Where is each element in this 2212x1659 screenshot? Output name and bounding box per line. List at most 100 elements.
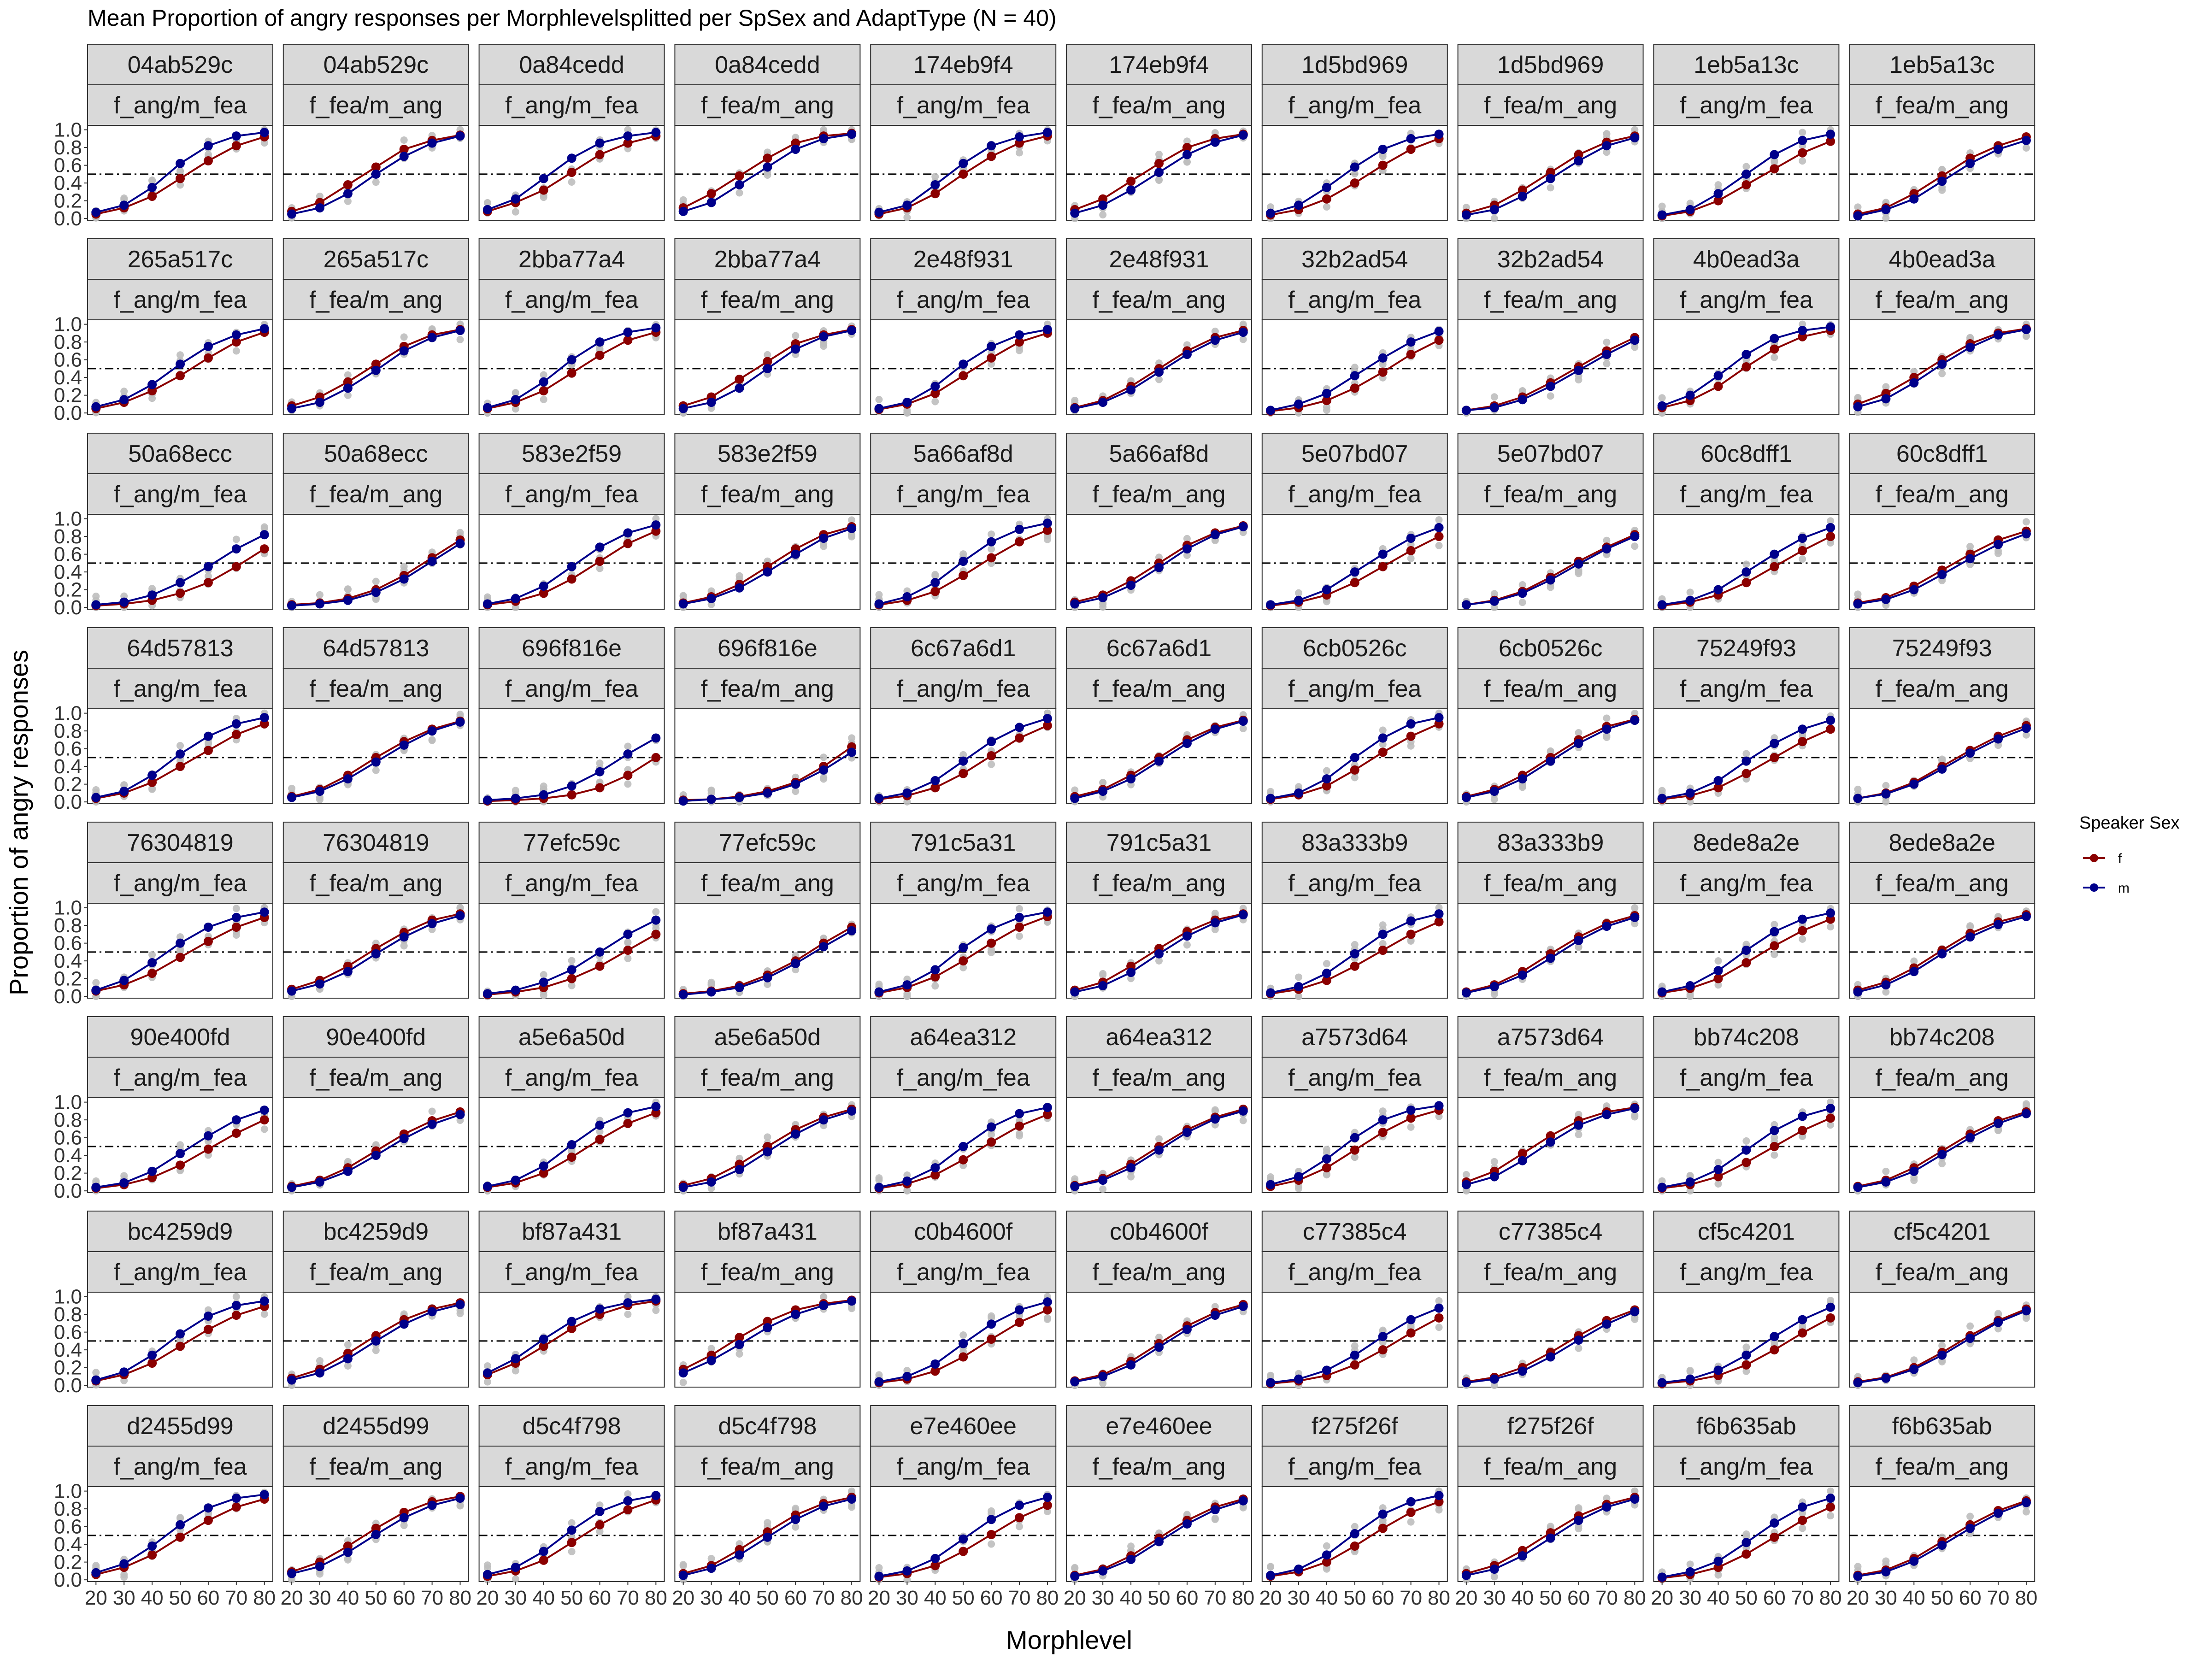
data-point-m [1909, 1365, 1919, 1374]
data-point-m [1489, 787, 1499, 796]
strip-adapt-label: f_fea/m_ang [309, 1065, 442, 1091]
data-point-m [819, 1115, 829, 1125]
data-point-m [623, 1108, 633, 1118]
x-tick-label: 40 [336, 1587, 359, 1609]
facet-panel: 1d5bd969 f_fea/m_ang [1457, 44, 1644, 223]
data-point-f [259, 1115, 269, 1125]
data-point-f [176, 588, 185, 598]
data-point-m [427, 726, 437, 736]
individual-point [1575, 729, 1583, 737]
data-point-m [874, 987, 884, 997]
data-point-m [119, 976, 129, 985]
strip-subject-label: d2455d99 [323, 1413, 429, 1440]
individual-point [1099, 211, 1107, 219]
strip-subject-label: e7e460ee [910, 1413, 1017, 1440]
individual-point [1575, 943, 1583, 951]
data-point-m [1070, 1182, 1080, 1191]
individual-point [1827, 923, 1835, 931]
individual-point [988, 1507, 995, 1515]
strip-subject-label: a64ea312 [910, 1024, 1017, 1051]
individual-point [1099, 971, 1107, 979]
plot-area [1849, 1292, 2036, 1388]
data-point-m [1741, 567, 1751, 577]
individual-point [1379, 1107, 1387, 1115]
data-point-m [623, 528, 633, 538]
data-point-f [1406, 930, 1416, 939]
strip-adapt-bg [870, 473, 1057, 515]
individual-point [1071, 786, 1079, 794]
x-tick-label: 70 [812, 1587, 835, 1609]
strip-adapt-label: f_fea/m_ang [1876, 676, 2009, 702]
data-point-m [1826, 523, 1835, 532]
data-point-f [959, 956, 968, 966]
facet-panel: cf5c4201 f_ang/m_fea [1653, 1211, 1840, 1389]
strip-adapt-bg [87, 84, 273, 126]
individual-point [2022, 144, 2030, 152]
individual-point [1016, 1132, 1024, 1140]
data-point-m [2021, 1109, 2031, 1118]
data-point-m [1630, 335, 1640, 345]
individual-point [735, 189, 743, 197]
data-point-f [623, 138, 633, 148]
individual-point [1938, 370, 1946, 377]
strip-adapt-bg [870, 279, 1057, 320]
strip-subject-bg [282, 238, 469, 280]
strip-adapt-label: f_fea/m_ang [309, 92, 442, 119]
data-point-m [651, 323, 661, 333]
strip-subject-label: 791c5a31 [911, 830, 1016, 856]
data-point-m [987, 737, 996, 747]
data-point-f [147, 1359, 157, 1368]
data-point-m [902, 592, 912, 602]
individual-point [903, 406, 911, 414]
individual-point [1938, 166, 1946, 174]
data-point-m [1322, 182, 1331, 192]
data-point-m [511, 794, 520, 803]
facet-panel: 6c67a6d1 f_ang/m_fea [870, 627, 1057, 806]
data-point-m [1042, 907, 1052, 917]
data-point-m [1685, 1374, 1695, 1384]
data-point-f [651, 753, 661, 762]
individual-point [820, 542, 828, 550]
data-point-m [119, 200, 129, 210]
strip-subject-bg [1653, 44, 1840, 85]
facet-panel: 77efc59c f_ang/m_fea [478, 822, 665, 1000]
strip-adapt-label: f_ang/m_fea [897, 1453, 1030, 1480]
strip-subject-bg [870, 238, 1057, 280]
data-point-m [119, 395, 129, 405]
data-point-m [1881, 980, 1891, 990]
data-point-m [371, 588, 381, 597]
data-point-f [930, 783, 940, 793]
strip-adapt-label: f_ang/m_fea [897, 481, 1030, 508]
strip-adapt-bg [1066, 862, 1252, 904]
data-point-m [371, 1336, 381, 1346]
individual-point [1435, 541, 1443, 549]
data-point-m [511, 395, 520, 405]
individual-point [1267, 1371, 1275, 1379]
strip-adapt-label: f_ang/m_fea [505, 870, 638, 897]
individual-point [875, 395, 883, 403]
individual-point [1294, 993, 1302, 1000]
data-point-m [371, 169, 381, 179]
plot-area [1457, 1292, 1644, 1388]
data-point-m [987, 141, 996, 151]
data-point-m [343, 1547, 353, 1557]
strip-adapt-label: f_fea/m_ang [1092, 287, 1225, 313]
data-point-f [987, 353, 996, 363]
strip-adapt-label: f_fea/m_ang [1092, 1065, 1225, 1091]
facet-panel: 1d5bd969 f_ang/m_fea [1261, 44, 1448, 223]
individual-point [1490, 795, 1498, 803]
strip-subject-bg [87, 1016, 273, 1058]
data-point-m [259, 324, 269, 334]
strip-subject-bg [1261, 44, 1448, 85]
data-point-m [1350, 949, 1359, 959]
strip-subject-bg [1653, 238, 1840, 280]
data-point-m [1546, 1352, 1555, 1362]
data-point-m [1685, 595, 1695, 605]
data-point-f [595, 557, 605, 566]
strip-adapt-label: f_ang/m_fea [1288, 481, 1421, 508]
data-point-f [595, 961, 605, 971]
data-point-f [1015, 1121, 1024, 1131]
data-point-m [1965, 748, 1975, 758]
individual-point [1183, 158, 1191, 166]
strip-adapt-label: f_ang/m_fea [1680, 287, 1813, 313]
